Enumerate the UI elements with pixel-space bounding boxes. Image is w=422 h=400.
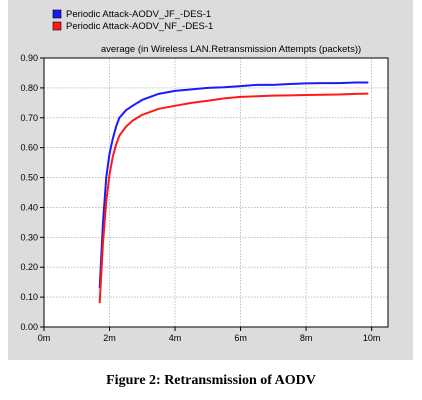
y-tick-label: 0.90: [20, 53, 38, 63]
series-line-1: [98, 81, 369, 289]
y-tick-label: 0.60: [20, 143, 38, 153]
x-tick-label: 2m: [103, 333, 116, 343]
legend-swatch-1: [52, 9, 62, 19]
chart-subtitle: average (in Wireless LAN.Retransmission …: [101, 44, 361, 55]
plot-frame: [43, 57, 389, 328]
legend-label-1: Periodic Attack-AODV_JF_-DES-1: [66, 9, 211, 20]
figure-caption: Figure 2: Retransmission of AODV: [106, 373, 316, 388]
y-tick-label: 0.80: [20, 83, 38, 93]
x-tick-label: 0m: [38, 333, 51, 343]
x-tick-label: 6m: [234, 333, 247, 343]
legend-swatch-2: [52, 21, 62, 31]
legend-label-2: Periodic Attack-AODV_NF_-DES-1: [66, 21, 213, 32]
series-line-2: [98, 92, 369, 304]
y-tick-label: 0.30: [20, 232, 38, 242]
y-tick-label: 0.50: [20, 173, 38, 183]
plot-area: [43, 57, 389, 328]
y-tick-label: 0.20: [20, 262, 38, 272]
y-tick-label: 0.00: [20, 322, 38, 332]
x-tick-label: 8m: [300, 333, 313, 343]
x-tick-label: 4m: [169, 333, 182, 343]
y-tick-label: 0.40: [20, 202, 38, 212]
chart: 0.00 0.10 0.20 0.30 0.40 0.50 0.60 0.70 0.80 0.90…: [20, 9, 389, 343]
y-tick-label: 0.70: [20, 113, 38, 123]
x-tick-label: 10m: [363, 333, 381, 343]
y-tick-label: 0.10: [20, 292, 38, 302]
